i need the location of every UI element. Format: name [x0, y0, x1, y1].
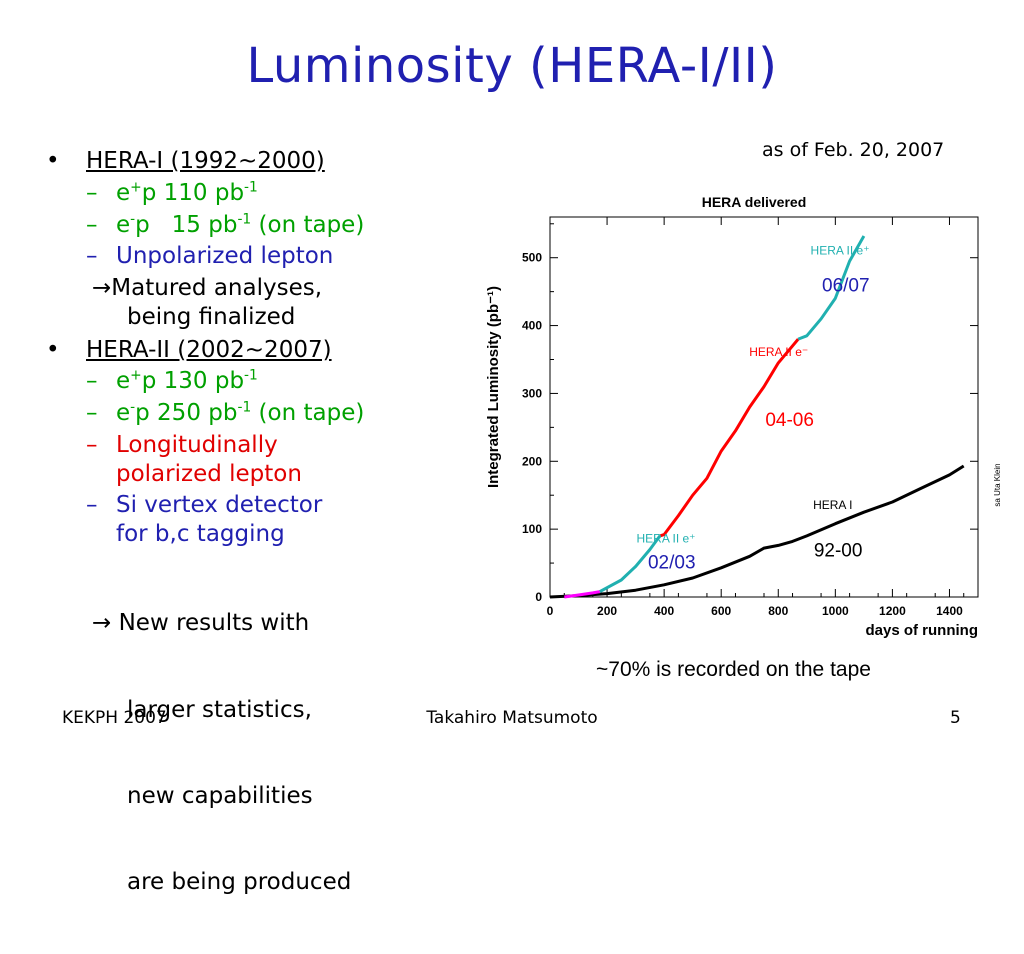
- x-tick-label: 800: [768, 604, 788, 618]
- y-tick-label: 500: [522, 251, 542, 265]
- series-line-1: [564, 590, 601, 599]
- hera1-arrow-note: →Matured analyses, being finalized: [92, 275, 323, 330]
- dash-icon: –: [86, 211, 98, 238]
- y-tick-label: 400: [522, 319, 542, 333]
- bullet-list: • HERA-I (1992~2000) – e+p 110 pb-1 – e-…: [46, 145, 476, 954]
- series-line-4: [797, 235, 866, 341]
- x-tick-label: 0: [547, 604, 554, 618]
- x-tick-label: 1400: [936, 604, 963, 618]
- recorded-note: ~70% is recorded on the tape: [596, 658, 871, 681]
- y-tick-label: 0: [535, 590, 542, 604]
- dash-icon: –: [86, 400, 98, 426]
- hera1-item-unpolarized: – Unpolarized lepton: [86, 243, 334, 270]
- x-tick-label: 1200: [879, 604, 906, 618]
- plot-frame: [549, 216, 979, 598]
- right-arrow-icon: →: [92, 275, 112, 301]
- chart-annotation: 04-06: [765, 410, 814, 431]
- chart-annotation: 92-00: [814, 540, 863, 561]
- bullet-hera2: • HERA-II (2002~2007): [46, 336, 476, 365]
- x-tick-label: 400: [654, 604, 674, 618]
- x-tick-label: 200: [597, 604, 617, 618]
- hera2-arrow-note: → New results with larger statistics, ne…: [92, 610, 352, 895]
- bullet-dot-icon: •: [46, 148, 60, 174]
- right-arrow-icon: →: [92, 610, 112, 637]
- slide-title: Luminosity (HERA-I/II): [246, 38, 778, 94]
- chart-title: HERA delivered: [702, 194, 807, 210]
- chart-annotation: HERA I: [813, 498, 852, 512]
- chart-annotation: HERA II e⁺: [636, 532, 695, 546]
- y-tick-label: 300: [522, 386, 542, 400]
- bullet-hera1: • HERA-I (1992~2000): [46, 147, 476, 176]
- hera2-item-si-vertex: – Si vertex detector for b,c tagging: [86, 492, 323, 547]
- series-line-3: [659, 338, 800, 538]
- chart-annotation: HERA II e⁺: [811, 243, 870, 257]
- dash-icon: –: [86, 243, 98, 270]
- luminosity-chart: HERA delivered 0 200 400 600 800 1000 1200 1400 0…: [478, 185, 1018, 650]
- hera1-item-eminus: – e-p 15 pb-1 (on tape): [86, 210, 365, 238]
- hera2-item-eminus: – e-p 250 pb-1 (on tape): [86, 399, 365, 426]
- series-line-0: [549, 464, 965, 599]
- x-tick-label: 600: [711, 604, 731, 618]
- chart-annotation: HERA II e⁻: [749, 345, 808, 359]
- bullet-dot-icon: •: [46, 336, 60, 363]
- chart-credit: sa Uta Klein: [993, 463, 1002, 506]
- chart-annotation: 06/07: [822, 276, 870, 297]
- hera2-item-polarized: – Longitudinally polarized lepton: [86, 431, 302, 487]
- x-tick-label: 1000: [822, 604, 849, 618]
- dash-icon: –: [86, 492, 98, 519]
- footer-left: KEKPH 2007: [62, 708, 167, 728]
- footer-center: Takahiro Matsumoto: [426, 708, 598, 728]
- y-tick-label: 100: [522, 522, 542, 536]
- slide-number: 5: [950, 708, 961, 728]
- hera1-heading: HERA-I (1992~2000): [86, 148, 325, 174]
- hera2-heading: HERA-II (2002~2007): [86, 336, 332, 363]
- as-of-date: as of Feb. 20, 2007: [762, 139, 945, 161]
- dash-icon: –: [86, 368, 98, 395]
- y-axis-label: Integrated Luminosity (pb⁻¹): [485, 286, 502, 488]
- x-axis-label: days of running: [866, 622, 979, 639]
- series-line-2: [599, 535, 662, 593]
- dash-icon: –: [86, 179, 98, 206]
- hera2-item-eplus: – e+p 130 pb-1: [86, 367, 258, 395]
- chart-annotation: 02/03: [648, 553, 696, 574]
- hera1-item-eplus: – e+p 110 pb-1: [86, 179, 258, 206]
- dash-icon: –: [86, 431, 98, 458]
- y-tick-label: 200: [522, 454, 542, 468]
